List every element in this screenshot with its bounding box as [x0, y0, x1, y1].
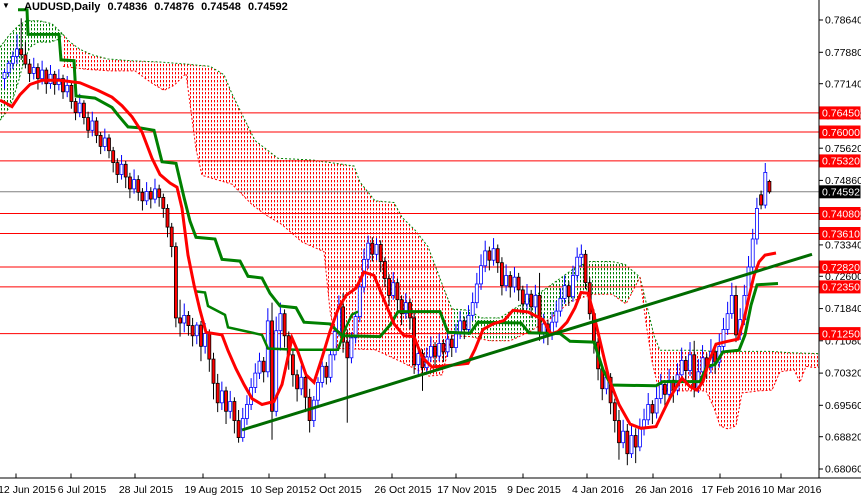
date-tick-label: 10 Mar 2016 — [763, 484, 822, 496]
chart-shift-icon: ▼ — [2, 1, 10, 10]
price-tick-label: 0.73340 — [825, 240, 861, 252]
price-badge — [819, 207, 861, 220]
price-badge — [819, 280, 861, 294]
ohlc-high: 0.74876 — [154, 1, 195, 13]
price-tick-label: 0.77140 — [825, 78, 861, 90]
price-tick-label: 0.75620 — [825, 143, 861, 155]
axes — [0, 0, 861, 479]
date-tick-label: 12 Jun 2015 — [0, 484, 56, 496]
price-tick-label: 0.69560 — [825, 400, 861, 412]
date-tick-label: 26 Jan 2016 — [635, 484, 693, 496]
kijun-secondary-line — [194, 289, 359, 351]
price-badge — [819, 106, 861, 120]
price-badge-label: 0.74592 — [822, 187, 860, 199]
date-tick-label: 9 Dec 2015 — [507, 484, 561, 496]
price-badge — [819, 125, 861, 139]
price-badge-label: 0.72350 — [822, 282, 860, 294]
price-tick-label: 0.70320 — [825, 368, 861, 380]
price-level-labels: 0.76450 0.76000 0.75320 0.74080 0.73610 0.728… — [819, 106, 861, 341]
price-tick-label: 0.68820 — [825, 431, 861, 443]
date-tick-label: 26 Oct 2015 — [374, 484, 431, 496]
price-badge-label: 0.75320 — [822, 156, 860, 168]
price-tick-label: 0.72600 — [825, 271, 861, 283]
tenkan-line — [0, 78, 777, 430]
price-badge-label: 0.72820 — [822, 262, 860, 274]
price-tick-label: 0.71840 — [825, 303, 861, 315]
price-badge-label: 0.74080 — [822, 208, 860, 220]
price-badge-label: 0.76450 — [822, 108, 860, 120]
date-tick-label: 17 Nov 2015 — [437, 484, 497, 496]
date-tick-label: 19 Aug 2015 — [185, 484, 244, 496]
price-tick-label: 0.77880 — [825, 47, 861, 59]
time-axis[interactable]: 12 Jun 2015 6 Jul 2015 28 Jul 2015 19 Aug 2… — [0, 473, 822, 497]
ohlc-open: 0.74836 — [107, 1, 148, 13]
chart-title: ▼ AUDUSD,Daily 0.74836 0.74876 0.74548 0.… — [0, 1, 292, 15]
price-badge — [819, 260, 861, 274]
price-badge-label: 0.71250 — [822, 328, 860, 340]
price-tick-label: 0.68060 — [825, 464, 861, 476]
price-level-lines[interactable] — [0, 112, 819, 335]
price-axis[interactable]: 0.786400.778800.771400.763800.756200.748… — [819, 15, 861, 476]
ohlc-low: 0.74548 — [201, 1, 241, 13]
price-badge — [819, 154, 861, 168]
date-tick-label: 4 Jan 2016 — [572, 484, 624, 496]
symbol-period-label: AUDUSD,Daily — [24, 1, 101, 13]
price-tick-label: 0.78640 — [825, 15, 861, 27]
price-badge-label: 0.73610 — [822, 228, 860, 240]
kijun-line — [18, 8, 779, 388]
price-badge — [819, 227, 861, 240]
date-tick-label: 2 Oct 2015 — [310, 484, 362, 496]
date-tick-label: 6 Jul 2015 — [58, 484, 107, 496]
price-badge — [819, 327, 861, 341]
date-tick-label: 28 Jul 2015 — [119, 484, 173, 496]
price-badge-label: 0.76000 — [822, 127, 860, 139]
price-badge — [819, 185, 861, 199]
price-tick-label: 0.74860 — [825, 175, 861, 187]
date-tick-label: 17 Feb 2016 — [702, 484, 761, 496]
ohlc-close: 0.74592 — [247, 1, 288, 13]
trendline[interactable] — [241, 252, 813, 432]
date-tick-label: 10 Sep 2015 — [250, 484, 310, 496]
